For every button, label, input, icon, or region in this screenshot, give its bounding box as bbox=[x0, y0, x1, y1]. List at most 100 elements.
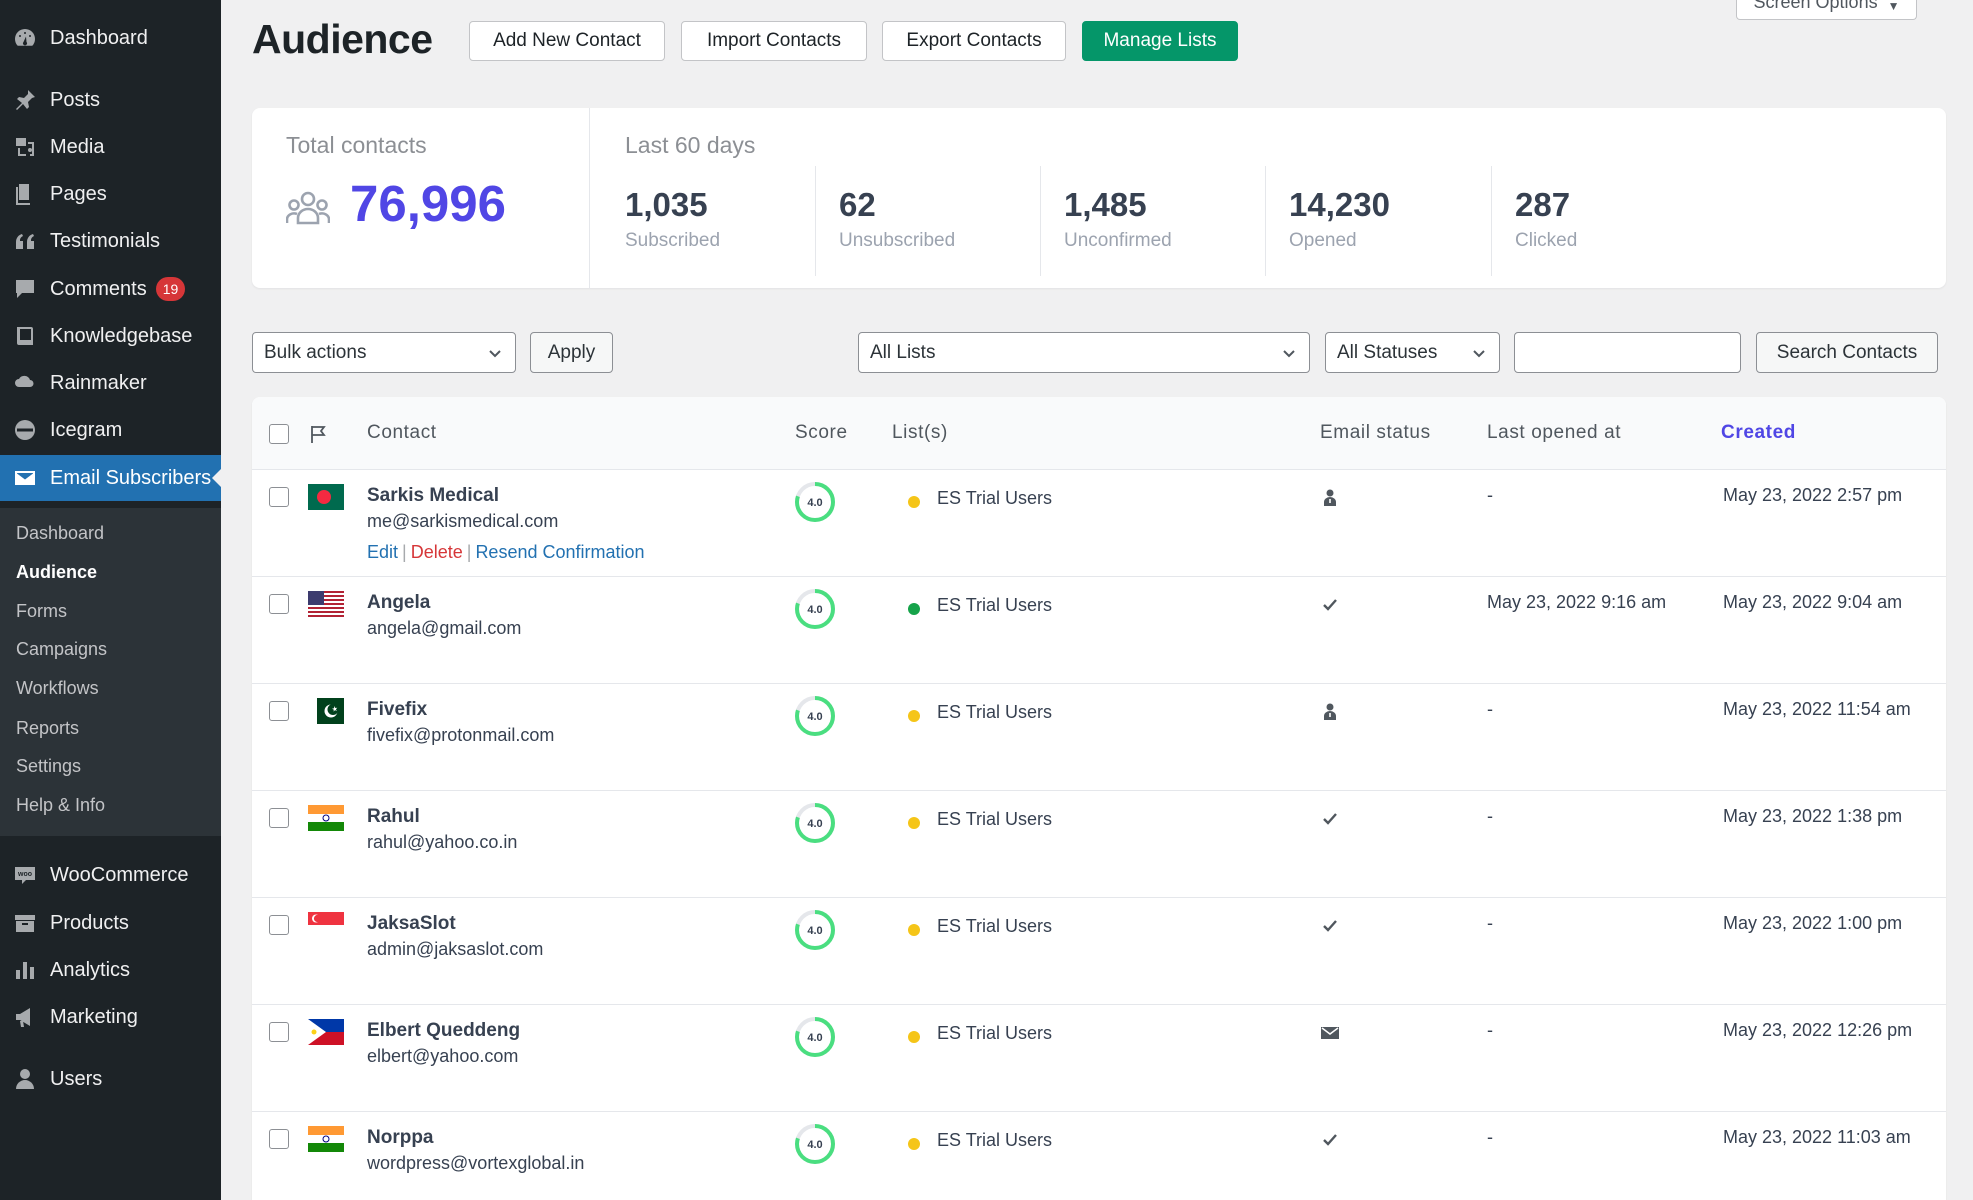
stat-label: Unsubscribed bbox=[839, 230, 956, 251]
score-value: 4.0 bbox=[807, 711, 822, 723]
contact-name[interactable]: Rahul bbox=[367, 806, 420, 827]
last-opened-at: - bbox=[1487, 1127, 1493, 1147]
sidebar-item-label: Products bbox=[50, 911, 129, 934]
search-contacts-button[interactable]: Search Contacts bbox=[1756, 332, 1938, 373]
row-checkbox[interactable] bbox=[269, 915, 289, 935]
submenu-item-workflows[interactable]: Workflows bbox=[16, 678, 99, 698]
sidebar-item-label: Media bbox=[50, 135, 105, 158]
submenu-item-help-info[interactable]: Help & Info bbox=[16, 795, 106, 815]
sidebar-item-analytics[interactable]: Analytics bbox=[0, 947, 221, 993]
row-checkbox[interactable] bbox=[269, 594, 289, 614]
screen-options-toggle[interactable]: Screen Options ▼ bbox=[1736, 0, 1917, 20]
submenu-item-settings[interactable]: Settings bbox=[16, 756, 82, 776]
sidebar-item-label: Testimonials bbox=[50, 229, 161, 252]
chevron-down-icon bbox=[1473, 350, 1485, 358]
contact-name[interactable]: JaksaSlot bbox=[367, 913, 456, 934]
sidebar-item-dashboard[interactable]: Dashboard bbox=[0, 15, 221, 61]
stat-label: Subscribed bbox=[625, 230, 721, 251]
submenu-item-dashboard[interactable]: Dashboard bbox=[16, 523, 105, 543]
flag-icon bbox=[311, 426, 326, 443]
stat-separator bbox=[1040, 166, 1041, 276]
sidebar-item-media[interactable]: Media bbox=[0, 124, 221, 170]
contact-name[interactable]: Norppa bbox=[367, 1127, 434, 1148]
edit-link[interactable]: Edit bbox=[367, 542, 399, 562]
contact-name[interactable]: Sarkis Medical bbox=[367, 485, 500, 506]
unconfirmed-user-icon bbox=[1320, 488, 1340, 508]
bulk-actions-select[interactable]: Bulk actions bbox=[252, 332, 516, 373]
table-row[interactable]: Fivefix fivefix@protonmail.com 4.0 ES Trial… bbox=[252, 684, 1946, 791]
contact-name[interactable]: Fivefix bbox=[367, 699, 428, 720]
envelope-icon bbox=[1320, 1023, 1340, 1043]
india-flag-icon bbox=[308, 805, 344, 831]
list-name: ES Trial Users bbox=[937, 809, 1053, 829]
delete-link[interactable]: Delete bbox=[410, 542, 463, 562]
table-row[interactable]: Norppa wordpress@vortexglobal.in 4.0 ES Tri… bbox=[252, 1112, 1946, 1200]
score-ring: 4.0 bbox=[795, 910, 835, 950]
list-name: ES Trial Users bbox=[937, 1023, 1053, 1043]
list-status-dot bbox=[908, 1138, 920, 1150]
caret-down-icon: ▼ bbox=[1887, 0, 1900, 13]
stat-value: 14,230 bbox=[1289, 186, 1390, 223]
add-new-contact-button[interactable]: Add New Contact bbox=[469, 21, 665, 61]
period-label: Last 60 days bbox=[625, 132, 756, 158]
status-filter-select[interactable]: All Statuses bbox=[1325, 332, 1500, 373]
row-checkbox[interactable] bbox=[269, 1129, 289, 1149]
sidebar-item-testimonials[interactable]: Testimonials bbox=[0, 218, 221, 264]
bangladesh-flag-icon bbox=[308, 484, 344, 510]
sidebar-item-posts[interactable]: Posts bbox=[0, 77, 221, 123]
india-flag-icon bbox=[308, 1126, 344, 1152]
contact-name[interactable]: Elbert Queddeng bbox=[367, 1020, 521, 1041]
submenu-item-audience[interactable]: Audience bbox=[16, 562, 98, 582]
list-name: ES Trial Users bbox=[937, 488, 1053, 508]
sidebar-item-icegram[interactable]: Icegram bbox=[0, 407, 221, 453]
contact-email: angela@gmail.com bbox=[367, 618, 522, 638]
sidebar-item-rainmaker[interactable]: Rainmaker bbox=[0, 360, 221, 406]
stat-separator bbox=[815, 166, 816, 276]
select-all-checkbox[interactable] bbox=[269, 424, 289, 444]
submenu-item-forms[interactable]: Forms bbox=[16, 601, 67, 621]
created-at: May 23, 2022 12:26 pm bbox=[1723, 1020, 1913, 1040]
row-checkbox[interactable] bbox=[269, 808, 289, 828]
sidebar-item-marketing[interactable]: Marketing bbox=[0, 994, 221, 1040]
sidebar-item-pages[interactable]: Pages bbox=[0, 171, 221, 217]
contacts-table: Contact Score List(s) Email status Last … bbox=[252, 397, 1946, 1200]
stat-clicked: 287 Clicked bbox=[1491, 166, 1735, 276]
table-row[interactable]: Rahul rahul@yahoo.co.in 4.0 ES Trial Users -… bbox=[252, 791, 1946, 898]
list-status-dot bbox=[908, 496, 920, 508]
list-name: ES Trial Users bbox=[937, 595, 1053, 615]
row-checkbox[interactable] bbox=[269, 487, 289, 507]
submenu-item-campaigns[interactable]: Campaigns bbox=[16, 639, 108, 659]
manage-lists-button[interactable]: Manage Lists bbox=[1082, 21, 1238, 61]
score-ring: 4.0 bbox=[795, 803, 835, 843]
score-value: 4.0 bbox=[807, 1032, 822, 1044]
search-input[interactable] bbox=[1514, 332, 1741, 373]
table-row[interactable]: JaksaSlot admin@jaksaslot.com 4.0 ES Trial … bbox=[252, 898, 1946, 1005]
sidebar-item-comments[interactable]: Comments 19 bbox=[0, 266, 221, 312]
comments-count-badge: 19 bbox=[155, 277, 186, 301]
table-row[interactable]: Angela angela@gmail.com 4.0 ES Trial Users M… bbox=[252, 577, 1946, 684]
unconfirmed-user-icon bbox=[1320, 702, 1340, 722]
row-checkbox[interactable] bbox=[269, 1022, 289, 1042]
submenu-item-reports[interactable]: Reports bbox=[16, 718, 80, 738]
column-header-email-status: Email status bbox=[1320, 422, 1431, 443]
contact-name[interactable]: Angela bbox=[367, 592, 431, 613]
import-contacts-button[interactable]: Import Contacts bbox=[681, 21, 867, 61]
checkmark-icon bbox=[1320, 916, 1340, 936]
sidebar-item-products[interactable]: Products bbox=[0, 900, 221, 946]
row-checkbox[interactable] bbox=[269, 701, 289, 721]
list-status-dot bbox=[908, 603, 920, 615]
apply-button[interactable]: Apply bbox=[530, 332, 613, 373]
table-row[interactable]: Sarkis Medical me@sarkismedical.com Edit | D… bbox=[252, 470, 1946, 577]
sidebar-item-knowledgebase[interactable]: Knowledgebase bbox=[0, 313, 221, 359]
resend-confirmation-link[interactable]: Resend Confirmation bbox=[475, 542, 645, 562]
sidebar-item-woocommerce[interactable]: woo WooCommerce bbox=[0, 852, 221, 898]
sidebar-item-label: Users bbox=[50, 1067, 103, 1090]
lists-filter-select[interactable]: All Lists bbox=[858, 332, 1310, 373]
export-contacts-button[interactable]: Export Contacts bbox=[882, 21, 1066, 61]
megaphone-icon bbox=[12, 1004, 38, 1030]
sidebar-item-users[interactable]: Users bbox=[0, 1056, 221, 1102]
sidebar-item-label: Marketing bbox=[50, 1005, 138, 1028]
sidebar-item-email-subscribers[interactable]: Email Subscribers bbox=[0, 455, 222, 501]
table-row[interactable]: Elbert Queddeng elbert@yahoo.com 4.0 ES Tri… bbox=[252, 1005, 1946, 1112]
column-header-created[interactable]: Created bbox=[1721, 422, 1796, 443]
